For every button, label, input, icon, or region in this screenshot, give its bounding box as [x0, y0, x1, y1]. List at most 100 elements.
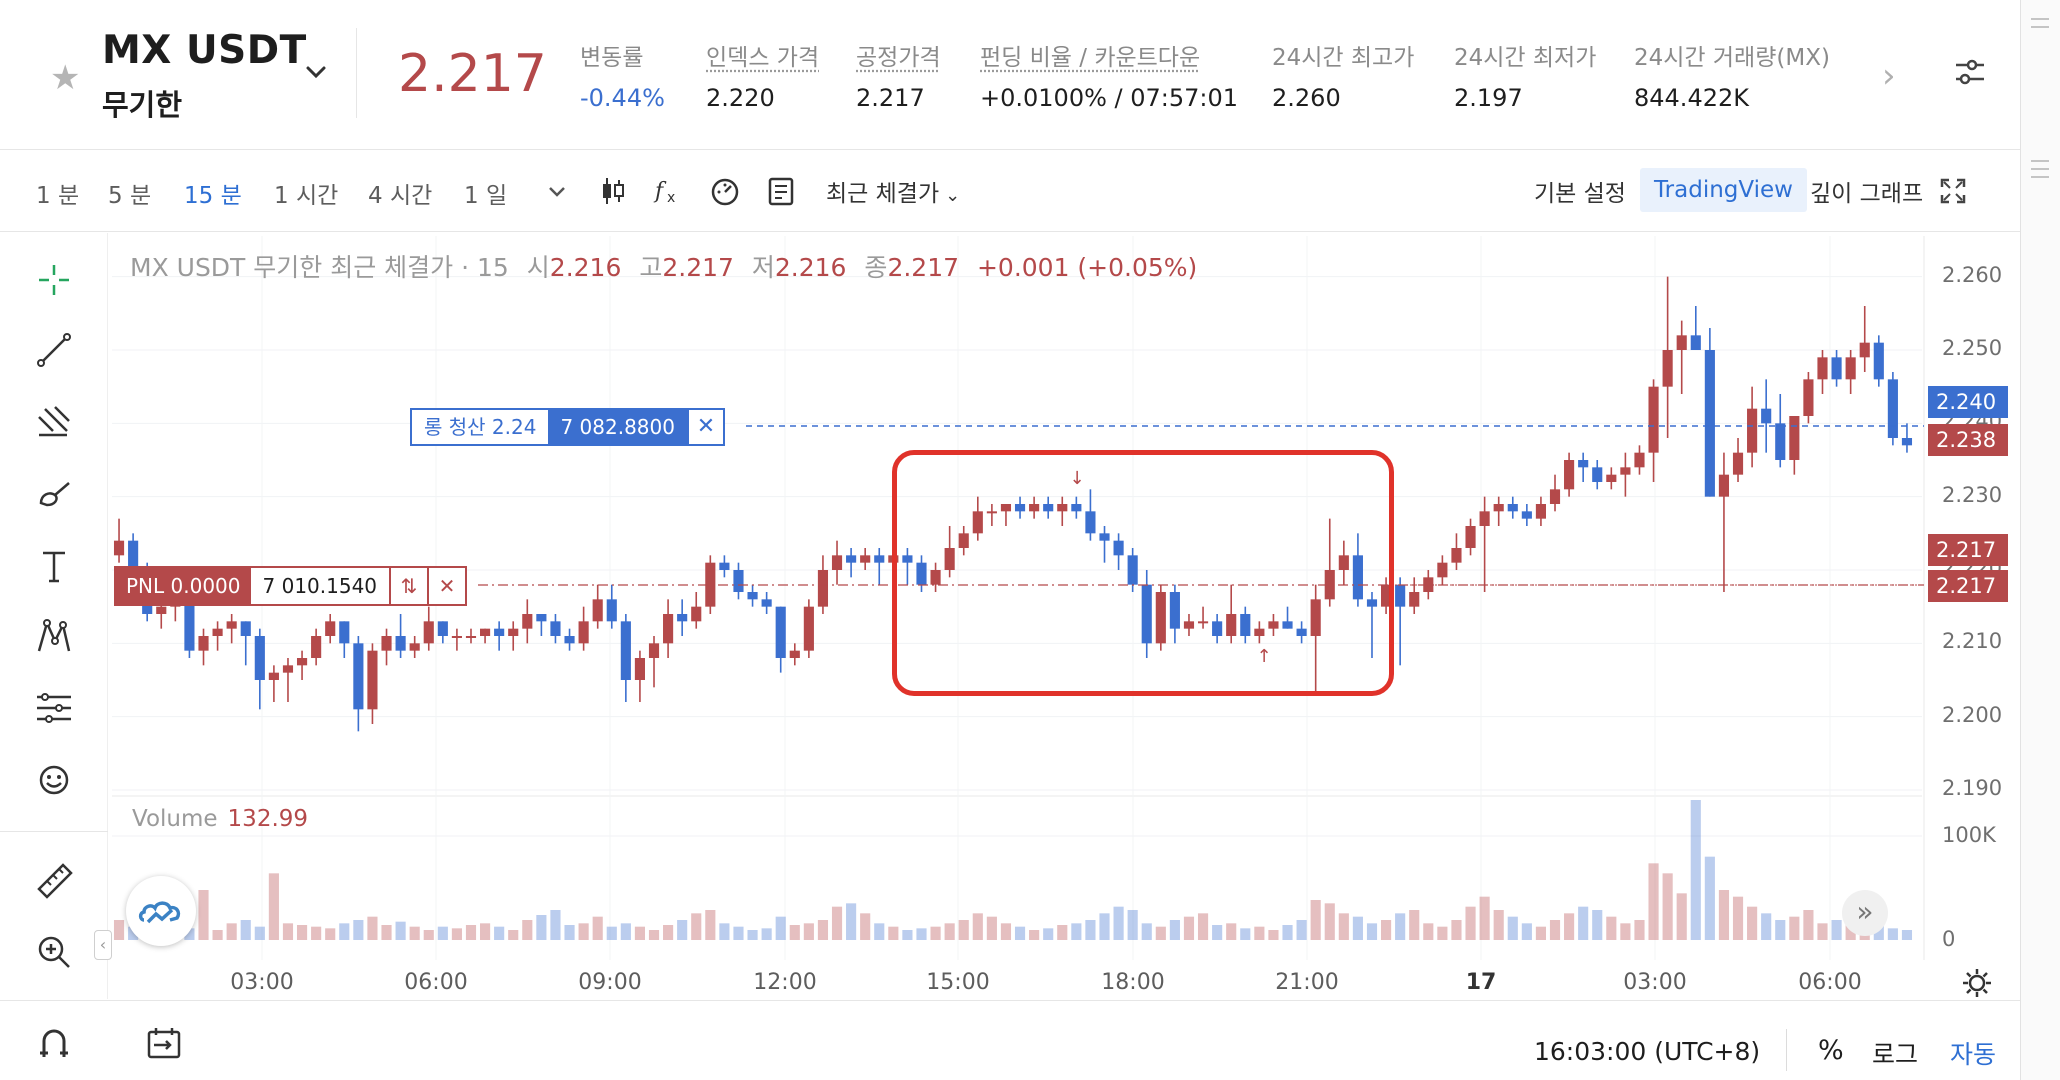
candle-body: [1718, 474, 1730, 497]
view-tradingview-button[interactable]: TradingView: [1640, 168, 1807, 212]
volume-bar: [1479, 896, 1490, 940]
highlight-annotation-box: [892, 450, 1394, 696]
gauge-icon[interactable]: [708, 174, 742, 208]
collapse-toolbar-icon[interactable]: ‹: [94, 930, 112, 960]
percent-scale-button[interactable]: %: [1818, 1035, 1844, 1066]
volume-bar: [1254, 926, 1265, 940]
stat-label[interactable]: 인덱스 가격: [706, 45, 820, 71]
legend-high-label: 고: [639, 253, 663, 282]
log-scale-button[interactable]: 로그: [1872, 1040, 1919, 1069]
parallel-channel-icon[interactable]: [33, 401, 75, 443]
volume-bar: [1507, 916, 1518, 940]
chart-clock[interactable]: 16:03:00 (UTC+8): [1534, 1037, 1761, 1066]
auto-scale-button[interactable]: 자동: [1950, 1040, 1997, 1069]
timeframe-15m[interactable]: 15 분: [184, 183, 242, 209]
candle-body: [1155, 592, 1166, 644]
volume-bar: [1578, 906, 1589, 940]
price-axis-tag: 2.217: [1928, 534, 2008, 566]
magnet-icon[interactable]: [34, 1023, 74, 1063]
close-position-icon[interactable]: ✕: [427, 568, 465, 604]
volume-bar: [1268, 930, 1279, 940]
candle-body: [1803, 379, 1814, 416]
candle-body: [1212, 621, 1223, 636]
symbol-name[interactable]: MX USDT: [102, 28, 307, 73]
volume-bar: [1282, 925, 1293, 940]
fib-tool-icon[interactable]: [33, 687, 75, 729]
candle-body: [1000, 504, 1012, 512]
volume-bar: [1071, 923, 1082, 940]
order-label[interactable]: 롱 청산 2.24: [424, 415, 537, 439]
volume-bar: [874, 923, 885, 940]
zoom-in-icon[interactable]: [33, 931, 75, 973]
order-close-icon[interactable]: ✕: [686, 410, 723, 444]
liquidation-order-line[interactable]: 롱 청산 2.24 7 082.8800 ✕: [410, 408, 725, 446]
crosshair-icon[interactable]: [33, 259, 75, 301]
favorite-star-icon[interactable]: ★: [50, 58, 81, 98]
candlestick-type-icon[interactable]: [596, 174, 630, 208]
timeframe-4h[interactable]: 4 시간: [368, 183, 433, 209]
price-type-chevron-icon: ⌄: [945, 185, 961, 206]
volume-bar: [268, 873, 279, 940]
settings-sliders-icon[interactable]: [1950, 52, 1990, 92]
candle-body: [522, 614, 533, 629]
pattern-tool-icon[interactable]: [33, 615, 75, 657]
candle-body: [930, 570, 941, 585]
pnl-position-line[interactable]: PNL 0.0000 7 010.1540 ⇅ ✕: [114, 566, 468, 606]
candlestick-chart[interactable]: ↓↑: [0, 0, 2020, 1000]
candle-body: [1240, 614, 1251, 636]
stat-label[interactable]: 공정가격: [856, 45, 941, 71]
brush-icon[interactable]: [33, 473, 75, 515]
candle-body: [1029, 504, 1040, 512]
volume-bar: [1662, 873, 1673, 940]
volume-bar: [719, 923, 730, 940]
volume-bar: [1901, 930, 1913, 940]
text-tool-icon[interactable]: [33, 545, 75, 587]
notes-icon[interactable]: [764, 174, 798, 208]
header-divider: [356, 28, 357, 118]
tradingview-logo-button[interactable]: [126, 876, 196, 946]
chart-settings-gear-icon[interactable]: [1960, 966, 1994, 1000]
volume-bar: [1803, 910, 1814, 940]
candle-body: [1662, 350, 1673, 387]
timeframe-1h[interactable]: 1 시간: [274, 183, 339, 209]
view-basic-button[interactable]: 기본 설정: [1534, 181, 1626, 207]
trend-line-icon[interactable]: [33, 329, 75, 371]
volume-bar: [972, 913, 983, 940]
candle-body: [550, 621, 561, 636]
time-tick-label: 21:00: [1275, 970, 1339, 995]
candle-body: [1535, 504, 1546, 519]
volume-bar: [1535, 926, 1546, 940]
timeframe-more-chevron-icon[interactable]: [540, 174, 574, 208]
volume-tick-label: 0: [1942, 927, 1956, 951]
volume-bar: [1451, 920, 1462, 940]
volume-bar: [437, 926, 448, 940]
view-depth-button[interactable]: 깊이 그래프: [1810, 181, 1924, 207]
candle-body: [1423, 577, 1434, 592]
volume-bar: [465, 925, 477, 940]
volume-value: 132.99: [227, 806, 309, 832]
candle-body: [367, 650, 378, 710]
timeframe-1d[interactable]: 1 일: [464, 183, 508, 209]
volume-bar: [1014, 926, 1026, 940]
symbol-dropdown-chevron-icon[interactable]: [300, 56, 332, 88]
candle-body: [1479, 511, 1490, 526]
timeframe-1m[interactable]: 1 분: [36, 183, 80, 209]
pnl-label: PNL 0.0000: [116, 568, 251, 604]
price-type-selector[interactable]: 최근 체결가 ⌄: [826, 174, 960, 208]
reverse-position-icon[interactable]: ⇅: [389, 568, 427, 604]
indicators-fx-icon[interactable]: f x: [652, 174, 686, 208]
price-tick-label: 2.230: [1942, 482, 2003, 507]
emoji-icon[interactable]: [33, 759, 75, 801]
timeframe-5m[interactable]: 5 분: [108, 183, 152, 209]
volume-bar: [691, 913, 702, 940]
fullscreen-icon[interactable]: [1936, 174, 1970, 208]
ruler-icon[interactable]: [33, 859, 75, 901]
stat-value: 2.197: [1454, 84, 1523, 112]
stat-label[interactable]: 펀딩 비율 / 카운트다운: [980, 45, 1201, 71]
scroll-right-chevron-icon[interactable]: ›: [1882, 56, 1896, 96]
candle-body: [620, 621, 631, 680]
date-range-icon[interactable]: [144, 1023, 184, 1063]
order-quantity[interactable]: 7 082.8800: [548, 410, 687, 444]
scroll-to-realtime-icon[interactable]: »: [1842, 890, 1888, 936]
candle-body: [184, 599, 195, 651]
